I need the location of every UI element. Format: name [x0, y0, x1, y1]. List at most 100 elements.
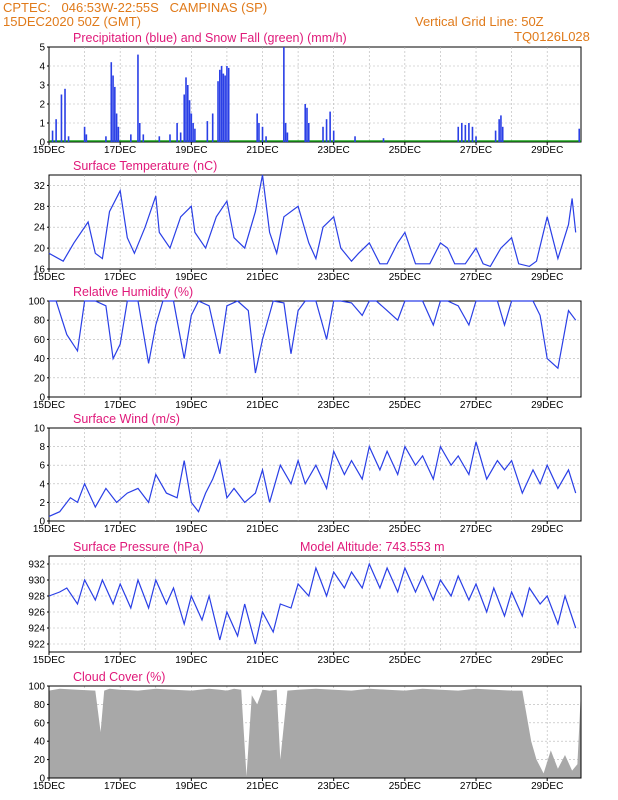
humidity-xtick-label: 25DEC — [389, 400, 421, 411]
precip-ytick-label: 2 — [39, 100, 45, 111]
precip-bar — [283, 47, 285, 142]
precip-ytick-label: 0 — [39, 138, 45, 149]
humidity-ytick-label: 0 — [39, 393, 45, 404]
wind-xtick-label: 19DEC — [175, 524, 207, 535]
pressure-xtick-label: 21DEC — [246, 655, 278, 666]
precip-bar — [60, 94, 63, 142]
precip-bar — [578, 128, 581, 142]
pressure-ytick-label: 930 — [28, 576, 45, 587]
precip-bar — [192, 123, 194, 142]
wind-ytick-label: 6 — [39, 461, 45, 472]
cloud-panel: 0 20 40 60 80 100 15DEC 17DEC 19DEC 21DEC 23DEC 25D… — [28, 670, 582, 792]
precip-frame — [48, 46, 582, 143]
precip-bar — [114, 86, 116, 142]
cloud-area — [49, 688, 581, 778]
precip-bar — [85, 134, 88, 142]
precip-bar — [322, 126, 324, 142]
precip-bar — [55, 119, 57, 142]
precip-bar — [460, 123, 463, 142]
precip-bar — [464, 124, 467, 142]
precip-xtick-label: 23DEC — [318, 145, 350, 156]
humidity-xtick-label: 29DEC — [531, 400, 563, 411]
wind-frame — [48, 427, 582, 522]
humidity-ytick-label: 60 — [34, 335, 46, 346]
pressure-ytick-label: 924 — [28, 624, 45, 635]
header-station: CPTEC: 046:53W-22:55S CAMPINAS (SP) — [3, 0, 268, 15]
pressure-ytick-label: 926 — [28, 608, 45, 619]
cloud-title: Cloud Cover (%) — [73, 670, 165, 684]
wind-ytick-label: 0 — [39, 517, 45, 528]
precip-bar — [137, 54, 139, 142]
temperature-xtick-label: 19DEC — [175, 272, 207, 283]
pressure-ytick-label: 932 — [28, 560, 45, 571]
precip-bar — [67, 136, 70, 142]
temperature-title: Surface Temperature (nC) — [73, 159, 217, 173]
precip-bar — [211, 113, 214, 142]
precip-bar — [471, 126, 474, 142]
wind-line — [48, 441, 577, 517]
precip-xtick-label: 25DEC — [389, 145, 421, 156]
temperature-ytick-label: 16 — [34, 265, 46, 276]
pressure-xtick-label: 29DEC — [531, 655, 563, 666]
humidity-ytick-label: 20 — [34, 373, 46, 384]
precip-bar — [206, 121, 209, 142]
precip-bar — [354, 136, 356, 142]
temperature-xtick-label: 23DEC — [318, 272, 350, 283]
pressure-xtick-label: 19DEC — [175, 655, 207, 666]
temperature-ytick-label: 20 — [34, 244, 46, 255]
wind-ytick-label: 2 — [39, 498, 45, 509]
humidity-line — [49, 300, 577, 374]
wind-xtick-label: 23DEC — [318, 524, 350, 535]
wind-xtick-label: 25DEC — [389, 524, 421, 535]
header-model: TQ0126L028 — [514, 29, 590, 44]
wind-panel: 0 2 4 6 8 10 15DEC 17DEC 19DEC 21DEC 23DEC 25DEC 27D… — [33, 412, 582, 535]
precip-bar — [325, 119, 328, 142]
precip-xtick-label: 21DEC — [246, 145, 278, 156]
precip-bar — [475, 136, 477, 142]
precip-bar — [258, 123, 260, 142]
temperature-frame — [48, 174, 582, 270]
humidity-xtick-label: 27DEC — [460, 400, 492, 411]
cloud-xtick-label: 21DEC — [246, 781, 278, 792]
pressure-xtick-label: 27DEC — [460, 655, 492, 666]
precip-bar — [115, 113, 118, 142]
precip-bar — [138, 123, 141, 142]
precip-bar — [286, 132, 289, 142]
wind-xtick-label: 27DEC — [460, 524, 492, 535]
precip-bar — [188, 100, 191, 142]
precip-bar — [306, 107, 308, 142]
pressure-ytick-label: 922 — [28, 640, 45, 651]
precip-bar — [64, 88, 66, 142]
temperature-xtick-label: 27DEC — [460, 272, 492, 283]
humidity-xtick-label: 19DEC — [175, 400, 207, 411]
temperature-xtick-label: 29DEC — [531, 272, 563, 283]
precip-bar — [501, 126, 504, 142]
precip-bar — [185, 77, 187, 142]
precip-ytick-label: 4 — [39, 62, 45, 73]
precip-bar — [332, 130, 335, 142]
precip-bar — [284, 123, 287, 142]
humidity-ytick-label: 100 — [28, 297, 45, 308]
precip-xtick-label: 29DEC — [531, 145, 563, 156]
precip-bar — [226, 66, 228, 142]
precip-ytick-label: 1 — [39, 119, 45, 130]
precip-bar — [110, 62, 113, 143]
precip-bar — [194, 128, 196, 142]
temperature-ytick-label: 32 — [34, 181, 46, 192]
pressure-ytick-label: 928 — [28, 592, 45, 603]
precip-bar — [117, 126, 120, 142]
humidity-ytick-label: 40 — [34, 354, 46, 365]
pressure-xtick-label: 17DEC — [104, 655, 136, 666]
precip-bar — [256, 113, 258, 142]
precip-bar — [142, 134, 145, 142]
precip-bar — [183, 94, 186, 142]
wind-xtick-label: 15DEC — [33, 524, 65, 535]
precip-bar — [105, 136, 107, 142]
humidity-panel: 0 20 40 60 80 100 15DEC 17DEC 19DEC 21DEC 23DEC 25D… — [28, 285, 582, 411]
wind-xtick-label: 21DEC — [246, 524, 278, 535]
humidity-ytick-label: 80 — [34, 316, 46, 327]
pressure-title: Surface Pressure (hPa) — [73, 540, 204, 554]
precip-bar — [112, 75, 114, 142]
cloud-xtick-label: 17DEC — [104, 781, 136, 792]
